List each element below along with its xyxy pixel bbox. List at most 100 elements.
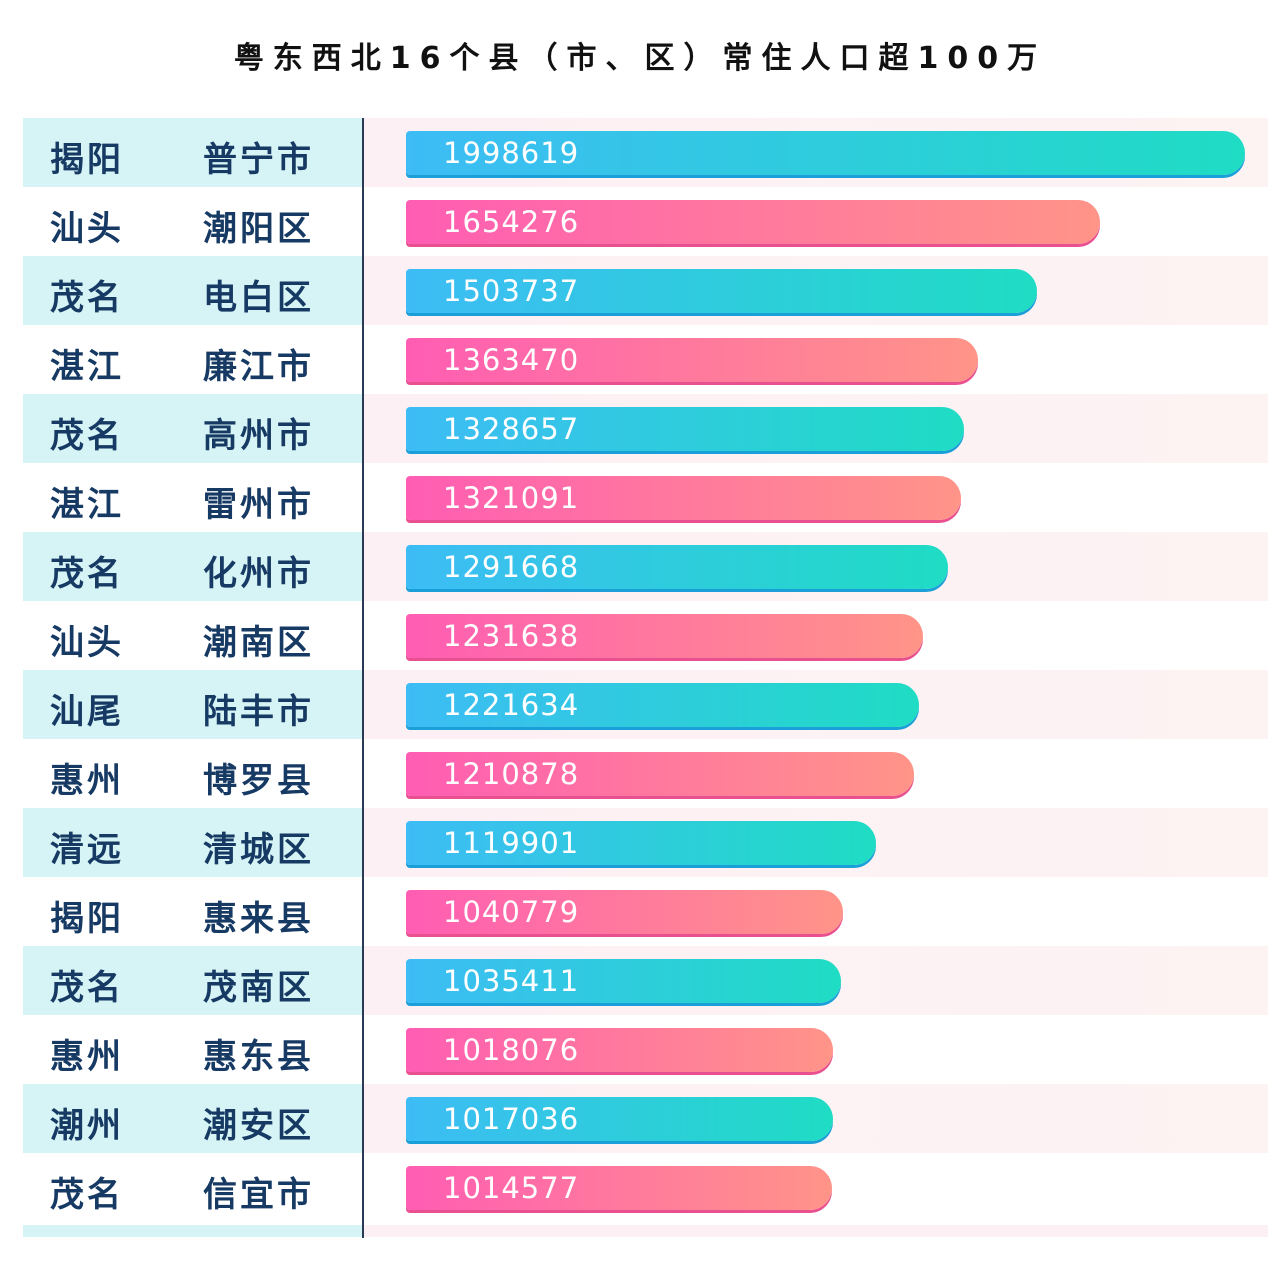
city-label: 潮州 <box>50 1106 124 1146</box>
data-label: 1210878 <box>443 757 580 791</box>
data-label: 1363470 <box>443 343 580 377</box>
bar: 1363470 <box>406 338 979 382</box>
bar: 1321091 <box>406 476 961 520</box>
data-label: 1035411 <box>443 964 580 998</box>
city-label: 湛江 <box>50 347 124 387</box>
label-cell: 潮州 潮安区 <box>23 1084 362 1153</box>
data-label: 1321091 <box>443 481 580 515</box>
label-cell: 茂名 电白区 <box>23 256 362 325</box>
data-label: 1018076 <box>443 1033 580 1067</box>
chart-title: 粤东西北16个县（市、区）常住人口超100万 <box>233 41 1047 76</box>
data-label: 1654276 <box>443 205 580 239</box>
bar: 1998619 <box>406 131 1245 175</box>
city-label: 揭阳 <box>50 140 124 180</box>
county-label: 廉江市 <box>203 347 314 387</box>
data-label: 1328657 <box>443 412 580 446</box>
table-row: 汕头 潮阳区 1654276 <box>23 187 1268 256</box>
label-cell: 茂名 茂南区 <box>23 946 362 1015</box>
data-label: 1998619 <box>443 136 580 170</box>
label-cell: 汕尾 陆丰市 <box>23 670 362 739</box>
bar: 1017036 <box>406 1097 833 1141</box>
data-label: 1014577 <box>443 1171 580 1205</box>
data-label: 1503737 <box>443 274 580 308</box>
city-label: 汕头 <box>50 623 124 663</box>
city-label: 汕尾 <box>50 692 124 732</box>
table-row: 茂名 茂南区 1035411 <box>23 946 1268 1015</box>
city-label: 茂名 <box>50 278 124 318</box>
county-label: 雷州市 <box>203 485 314 525</box>
county-label: 清城区 <box>203 830 314 870</box>
table-row: 汕头 潮南区 1231638 <box>23 601 1268 670</box>
county-label: 博罗县 <box>203 761 314 801</box>
label-cell: 清远 清城区 <box>23 808 362 877</box>
table-row: 茂名 信宜市 1014577 <box>23 1153 1268 1222</box>
table-footer-strip <box>23 1225 362 1237</box>
label-cell: 揭阳 普宁市 <box>23 118 362 187</box>
table-row: 潮州 潮安区 1017036 <box>23 1084 1268 1153</box>
data-label: 1119901 <box>443 826 580 860</box>
bar: 1291668 <box>406 545 949 589</box>
label-cell: 惠州 博罗县 <box>23 739 362 808</box>
city-label: 惠州 <box>50 761 124 801</box>
county-label: 潮南区 <box>203 623 314 663</box>
data-label: 1231638 <box>443 619 580 653</box>
county-label: 惠东县 <box>203 1037 314 1077</box>
city-label: 汕头 <box>50 209 124 249</box>
label-cell: 湛江 廉江市 <box>23 325 362 394</box>
label-cell: 揭阳 惠来县 <box>23 877 362 946</box>
city-label: 茂名 <box>50 968 124 1008</box>
county-label: 惠来县 <box>203 899 314 939</box>
city-label: 揭阳 <box>50 899 124 939</box>
city-label: 惠州 <box>50 1037 124 1077</box>
data-label: 1017036 <box>443 1102 580 1136</box>
table-footer-strip-right <box>364 1225 1268 1237</box>
label-cell: 汕头 潮阳区 <box>23 187 362 256</box>
bar: 1018076 <box>406 1028 834 1072</box>
label-cell: 惠州 惠东县 <box>23 1015 362 1084</box>
county-label: 陆丰市 <box>203 692 314 732</box>
bar: 1231638 <box>406 614 924 658</box>
county-label: 潮阳区 <box>203 209 314 249</box>
city-label: 清远 <box>50 830 124 870</box>
bar: 1040779 <box>406 890 843 934</box>
table-row: 汕尾 陆丰市 1221634 <box>23 670 1268 739</box>
table-row: 惠州 博罗县 1210878 <box>23 739 1268 808</box>
table-row: 茂名 电白区 1503737 <box>23 256 1268 325</box>
county-label: 茂南区 <box>203 968 314 1008</box>
table-row: 清远 清城区 1119901 <box>23 808 1268 877</box>
county-label: 普宁市 <box>203 140 314 180</box>
data-label: 1291668 <box>443 550 580 584</box>
data-label: 1221634 <box>443 688 580 722</box>
bar: 1503737 <box>406 269 1038 313</box>
bar: 1210878 <box>406 752 915 796</box>
table-row: 茂名 高州市 1328657 <box>23 394 1268 463</box>
table-row: 揭阳 惠来县 1040779 <box>23 877 1268 946</box>
table-row: 湛江 雷州市 1321091 <box>23 463 1268 532</box>
county-label: 潮安区 <box>203 1106 314 1146</box>
county-label: 信宜市 <box>203 1175 314 1215</box>
bar: 1014577 <box>406 1166 832 1210</box>
bar: 1654276 <box>406 200 1101 244</box>
county-label: 化州市 <box>203 554 314 594</box>
bar: 1035411 <box>406 959 841 1003</box>
city-label: 茂名 <box>50 554 124 594</box>
label-cell: 茂名 高州市 <box>23 394 362 463</box>
table-row: 揭阳 普宁市 1998619 <box>23 118 1268 187</box>
axis-divider <box>362 118 364 1238</box>
table-row: 茂名 化州市 1291668 <box>23 532 1268 601</box>
label-cell: 茂名 信宜市 <box>23 1153 362 1222</box>
city-label: 湛江 <box>50 485 124 525</box>
label-cell: 汕头 潮南区 <box>23 601 362 670</box>
table-row: 惠州 惠东县 1018076 <box>23 1015 1268 1084</box>
county-label: 高州市 <box>203 416 314 456</box>
label-cell: 湛江 雷州市 <box>23 463 362 532</box>
table-row: 湛江 廉江市 1363470 <box>23 325 1268 394</box>
bar: 1119901 <box>406 821 877 865</box>
label-cell: 茂名 化州市 <box>23 532 362 601</box>
city-label: 茂名 <box>50 416 124 456</box>
city-label: 茂名 <box>50 1175 124 1215</box>
county-label: 电白区 <box>203 278 314 318</box>
data-label: 1040779 <box>443 895 580 929</box>
bar: 1221634 <box>406 683 919 727</box>
bar: 1328657 <box>406 407 964 451</box>
